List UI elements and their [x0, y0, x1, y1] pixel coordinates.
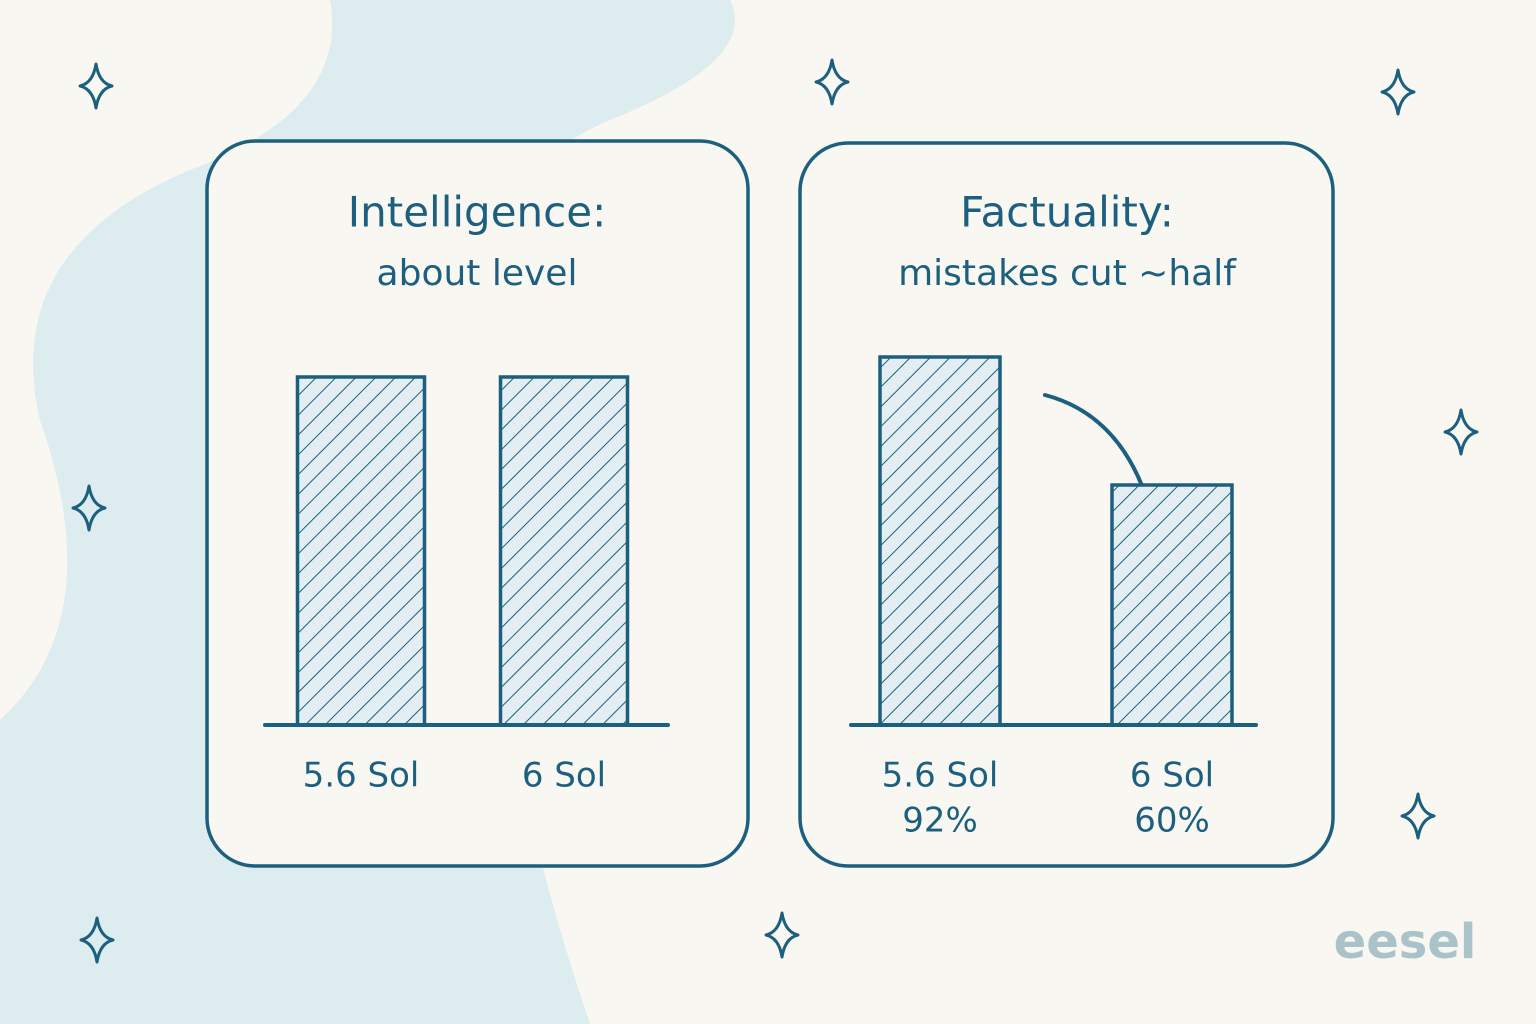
value-label: 92%	[902, 801, 978, 841]
chart-subtitle: about level	[377, 253, 578, 294]
bar	[878, 355, 1002, 727]
chart-panel	[205, 139, 750, 868]
chart-title: Intelligence:	[348, 188, 607, 237]
bar	[1110, 483, 1234, 727]
x-tick-label: 6 Sol	[522, 756, 606, 796]
x-tick-label: 6 Sol	[1130, 756, 1214, 796]
chart-title: Factuality:	[960, 188, 1174, 237]
bar	[498, 375, 630, 727]
logo: eesel	[1334, 914, 1477, 970]
chart-subtitle: mistakes cut ~half	[898, 253, 1237, 294]
x-tick-label: 5.6 Sol	[882, 756, 999, 796]
bar	[295, 375, 427, 727]
x-tick-label: 5.6 Sol	[303, 756, 420, 796]
value-label: 60%	[1134, 801, 1210, 841]
